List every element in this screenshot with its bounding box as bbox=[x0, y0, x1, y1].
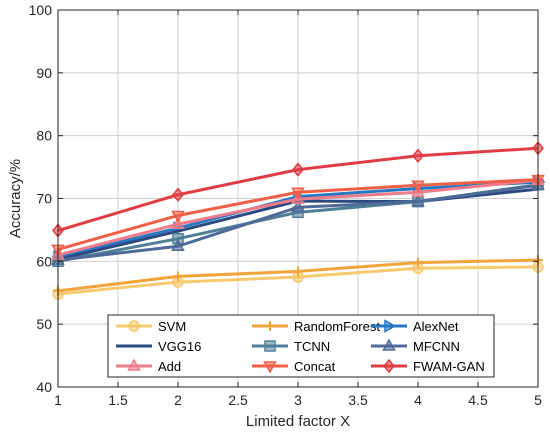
legend-item-tcnn: TCNN bbox=[252, 339, 330, 354]
legend-box bbox=[107, 314, 495, 378]
data-point-fwam-gan bbox=[172, 187, 184, 202]
data-point-mfcnn bbox=[171, 238, 185, 252]
data-point-mfcnn bbox=[291, 199, 305, 213]
data-point-concat bbox=[411, 180, 425, 193]
x-tick-label: 3 bbox=[294, 392, 302, 408]
data-point-mfcnn bbox=[411, 194, 425, 207]
y-tick-label: 90 bbox=[36, 65, 52, 81]
legend-label-tcnn: TCNN bbox=[294, 339, 330, 354]
legend-label-alexnet: AlexNet bbox=[413, 319, 459, 334]
x-axis-title: Limited factor X bbox=[246, 413, 350, 430]
legend-marker-randomforest bbox=[265, 321, 275, 331]
series-fwam-gan bbox=[52, 141, 544, 238]
x-tick-label: 2.5 bbox=[228, 392, 248, 408]
legend-item-add: Add bbox=[116, 358, 181, 374]
data-point-randomforest bbox=[413, 257, 423, 268]
data-point-randomforest bbox=[173, 271, 183, 282]
legend-marker-tcnn bbox=[264, 340, 276, 352]
legend-item-vgg16: VGG16 bbox=[116, 339, 201, 354]
y-tick-label: 80 bbox=[36, 128, 52, 144]
x-tick-label: 4.5 bbox=[468, 392, 488, 408]
y-tick-label: 70 bbox=[36, 191, 52, 207]
x-tick-label: 4 bbox=[414, 392, 422, 408]
legend-item-alexnet: AlexNet bbox=[371, 319, 459, 334]
axis-ticks: 1 1.5 2 2.5 3 3.5 4 4.5 5 40 50 60 70 80 90 100 bbox=[29, 2, 542, 408]
x-tick-label: 5 bbox=[534, 392, 542, 408]
legend-marker-svm bbox=[128, 320, 140, 332]
legend-marker-mfcnn bbox=[382, 338, 396, 351]
legend-marker-add bbox=[127, 358, 141, 371]
x-tick-label: 3.5 bbox=[348, 392, 368, 408]
data-point-fwam-gan bbox=[412, 148, 424, 163]
legend-marker-concat bbox=[263, 361, 277, 374]
legend-item-svm: SVM bbox=[116, 319, 186, 334]
legend: SVM RandomForest AlexNet VGG16 TCNN MFCNN Add C… bbox=[107, 314, 495, 378]
x-tick-label: 1 bbox=[54, 392, 62, 408]
legend-item-mfcnn: MFCNN bbox=[371, 338, 460, 354]
legend-label-svm: SVM bbox=[158, 319, 186, 334]
x-tick-label: 2 bbox=[174, 392, 182, 408]
y-tick-label: 60 bbox=[36, 253, 52, 269]
legend-marker-alexnet bbox=[384, 319, 397, 333]
legend-label-add: Add bbox=[158, 359, 181, 374]
legend-label-concat: Concat bbox=[294, 359, 336, 374]
x-tick-label: 1.5 bbox=[108, 392, 128, 408]
legend-marker-fwam-gan bbox=[383, 358, 395, 374]
legend-item-concat: Concat bbox=[252, 359, 336, 374]
y-tick-label: 100 bbox=[29, 2, 53, 18]
legend-item-fwam-gan: FWAM-GAN bbox=[371, 358, 485, 374]
legend-label-fwam-gan: FWAM-GAN bbox=[413, 359, 485, 374]
data-point-add bbox=[171, 216, 185, 230]
data-point-concat bbox=[291, 187, 305, 200]
y-axis-title: Accuracy/% bbox=[7, 159, 24, 238]
legend-label-randomforest: RandomForest bbox=[294, 319, 380, 334]
y-tick-label: 40 bbox=[36, 379, 52, 395]
legend-label-mfcnn: MFCNN bbox=[413, 339, 460, 354]
data-point-fwam-gan bbox=[292, 162, 304, 177]
y-tick-label: 50 bbox=[36, 316, 52, 332]
data-point-randomforest bbox=[293, 266, 303, 277]
legend-label-vgg16: VGG16 bbox=[158, 339, 201, 354]
legend-item-randomforest: RandomForest bbox=[252, 319, 380, 334]
data-point-concat bbox=[171, 210, 185, 224]
